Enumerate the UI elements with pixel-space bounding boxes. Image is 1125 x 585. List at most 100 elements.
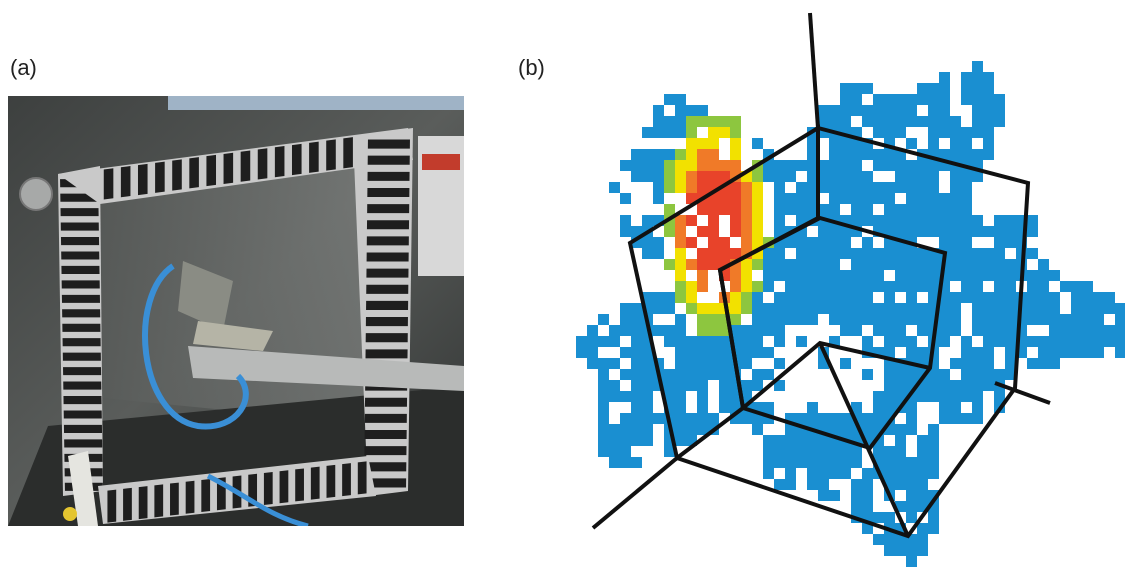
frame-stripe: [367, 187, 410, 197]
heat-cell: [928, 160, 939, 171]
heat-cell: [994, 94, 1005, 105]
heat-cell: [752, 303, 763, 314]
heat-cell: [1027, 336, 1038, 347]
heat-cell: [708, 215, 719, 226]
heat-cell: [851, 424, 862, 435]
heat-cell: [1038, 270, 1049, 281]
heat-cell: [961, 72, 972, 83]
sensor-device: [178, 261, 233, 331]
heat-cell: [818, 435, 829, 446]
heat-cell: [862, 83, 873, 94]
heat-cell: [983, 369, 994, 380]
heat-cell: [939, 336, 950, 347]
heat-cell: [653, 193, 664, 204]
heat-cell: [752, 281, 763, 292]
heat-cell: [1027, 248, 1038, 259]
heat-cell: [763, 325, 774, 336]
heat-cell: [994, 292, 1005, 303]
frame-stripe: [63, 410, 102, 419]
heat-cell: [631, 336, 642, 347]
heat-cell: [763, 248, 774, 259]
heat-cell: [895, 160, 906, 171]
heat-cell: [686, 193, 697, 204]
heat-cell: [939, 105, 950, 116]
heat-cell: [873, 512, 884, 523]
heat-cell: [686, 435, 697, 446]
heat-cell: [1071, 281, 1082, 292]
heat-cell: [708, 138, 719, 149]
frame-stripe: [60, 222, 99, 231]
heat-cell: [719, 347, 730, 358]
heat-cell: [884, 182, 895, 193]
heat-cell: [664, 259, 675, 270]
heat-cell: [730, 314, 741, 325]
heat-cell: [642, 402, 653, 413]
heat-cell: [906, 534, 917, 545]
heat-cell: [895, 369, 906, 380]
heat-cell: [631, 314, 642, 325]
heat-cell: [939, 160, 950, 171]
heat-cell: [917, 270, 928, 281]
heat-cell: [917, 446, 928, 457]
heat-cell: [862, 413, 873, 424]
heat-cell: [873, 391, 884, 402]
heat-cell: [939, 215, 950, 226]
heat-cell: [741, 303, 752, 314]
heat-cell: [906, 391, 917, 402]
frame-stripe: [365, 333, 408, 343]
heat-cell: [675, 413, 686, 424]
heat-cell: [983, 336, 994, 347]
heat-cell: [994, 314, 1005, 325]
heat-cell: [598, 336, 609, 347]
heat-cell: [818, 105, 829, 116]
heat-cell: [1005, 237, 1016, 248]
heat-cell: [972, 72, 983, 83]
heat-cell: [961, 149, 972, 160]
heat-cell: [653, 358, 664, 369]
heat-cell: [675, 149, 686, 160]
heat-cell: [730, 204, 741, 215]
heat-cell: [928, 435, 939, 446]
heat-cell: [818, 457, 829, 468]
heat-cell: [785, 204, 796, 215]
heat-cell: [994, 369, 1005, 380]
heat-cell: [1016, 347, 1027, 358]
heat-cell: [708, 347, 719, 358]
heat-cell: [697, 281, 708, 292]
heat-cell: [807, 479, 818, 490]
heat-cell: [631, 424, 642, 435]
heat-cell: [1115, 314, 1125, 325]
heat-cell: [741, 237, 752, 248]
heat-cell: [972, 61, 983, 72]
heat-cell: [928, 270, 939, 281]
frame-stripe: [61, 294, 100, 303]
heat-cell: [972, 402, 983, 413]
heat-cell: [609, 182, 620, 193]
heat-cell: [950, 413, 961, 424]
heat-cell: [796, 424, 807, 435]
heat-cell: [708, 171, 719, 182]
heat-cell: [664, 402, 675, 413]
heat-cell: [961, 94, 972, 105]
heat-cell: [884, 380, 895, 391]
heat-cell: [884, 534, 895, 545]
heat-cell: [620, 391, 631, 402]
heat-cell: [675, 336, 686, 347]
heat-cell: [609, 435, 620, 446]
heat-cell: [686, 127, 697, 138]
frame-stripe: [138, 486, 148, 520]
heat-cell: [1027, 358, 1038, 369]
heat-cell: [631, 402, 642, 413]
heat-cell: [785, 479, 796, 490]
heat-cell: [939, 270, 950, 281]
heat-cell: [620, 446, 631, 457]
heat-cell: [730, 413, 741, 424]
heat-cell: [873, 303, 884, 314]
heat-cell: [873, 325, 884, 336]
heat-cell: [829, 105, 840, 116]
heat-cell: [917, 204, 928, 215]
heat-cell: [686, 424, 697, 435]
heat-cell: [631, 435, 642, 446]
heat-cell: [796, 303, 807, 314]
frame-stripe: [240, 150, 251, 182]
